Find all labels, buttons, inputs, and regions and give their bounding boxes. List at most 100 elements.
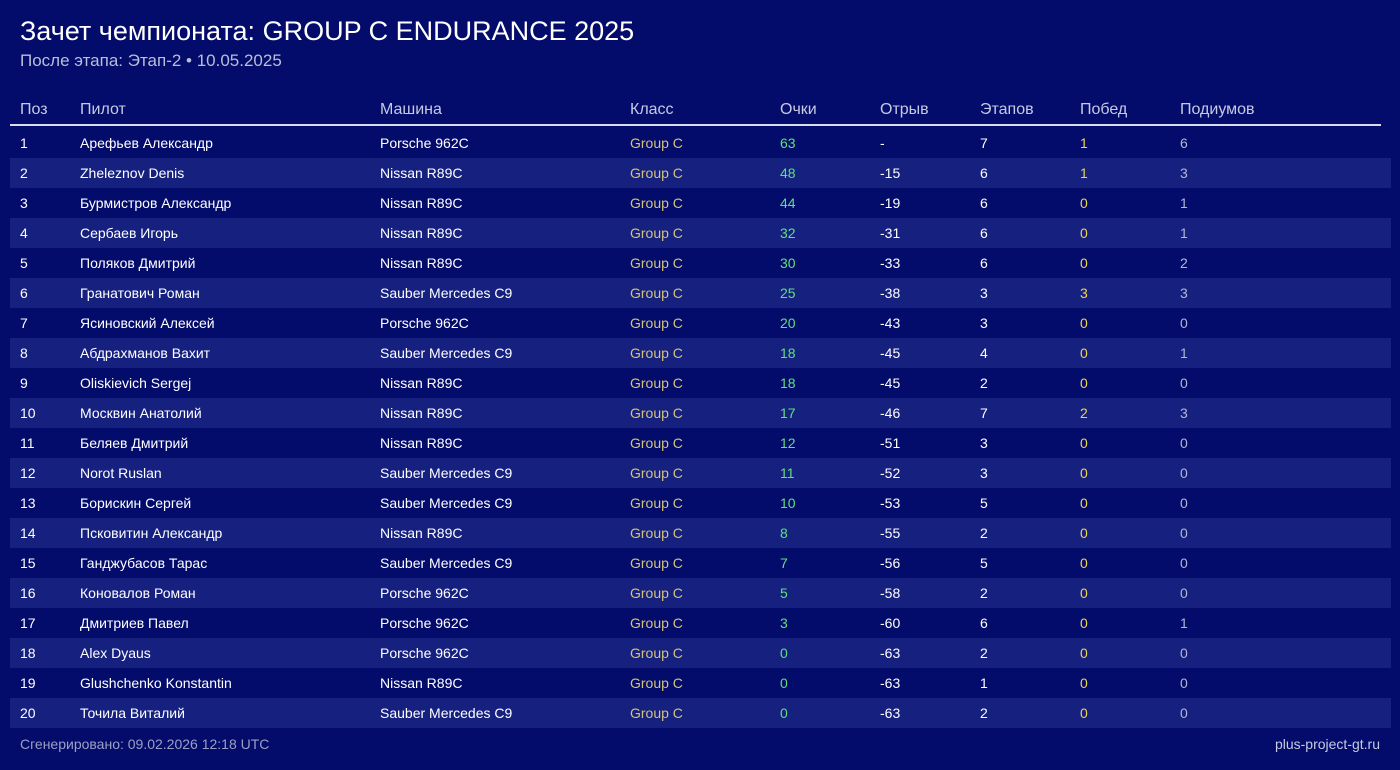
cell-stages: 2: [980, 525, 988, 541]
cell-car: Porsche 962C: [380, 135, 469, 151]
page-subtitle: После этапа: Этап-2 • 10.05.2025: [20, 51, 282, 70]
cell-pos: 16: [20, 585, 36, 601]
cell-car: Porsche 962C: [380, 585, 469, 601]
cell-podiums: 3: [1180, 285, 1188, 301]
cell-podiums: 0: [1180, 315, 1188, 331]
cell-car: Sauber Mercedes C9: [380, 495, 513, 511]
cell-wins: 0: [1080, 555, 1088, 571]
cell-points: 0: [780, 675, 788, 691]
cell-class: Group C: [630, 465, 683, 481]
table-row: 6 Гранатович Роман Sauber Mercedes C9 Group…: [10, 278, 1391, 308]
cell-pos: 8: [20, 345, 28, 361]
cell-class: Group C: [630, 375, 683, 391]
cell-gap: -45: [880, 345, 901, 361]
cell-stages: 3: [980, 435, 988, 451]
cell-stages: 5: [980, 555, 988, 571]
standings-table-body: 1 Арефьев Александр Porsche 962C Group C 63-…: [10, 128, 1391, 728]
cell-stages: 4: [980, 345, 988, 361]
cell-car: Nissan R89C: [380, 255, 463, 271]
cell-wins: 0: [1080, 585, 1088, 601]
cell-wins: 0: [1080, 375, 1088, 391]
table-row: 1 Арефьев Александр Porsche 962C Group C 63 -…: [10, 128, 1391, 158]
cell-car: Nissan R89C: [380, 165, 463, 181]
cell-pos: 11: [20, 435, 35, 451]
cell-podiums: 0: [1180, 645, 1188, 661]
standings-table-header: Поз Пилот Машина Класс Очки Отрыв Этапов…: [10, 96, 1381, 126]
cell-stages: 6: [980, 225, 988, 241]
cell-points: 48: [780, 165, 796, 181]
cell-class: Group C: [630, 675, 683, 691]
cell-pos: 20: [20, 705, 36, 721]
column-header-podiums: Подиумов: [1180, 101, 1255, 118]
table-row: 12 Norot Ruslan Sauber Mercedes C9 Group C 1…: [10, 458, 1391, 488]
column-header-driver: Пилот: [80, 101, 126, 118]
cell-gap: -43: [880, 315, 901, 331]
cell-class: Group C: [630, 645, 683, 661]
cell-podiums: 0: [1180, 495, 1188, 511]
cell-wins: 0: [1080, 195, 1088, 211]
cell-stages: 7: [980, 135, 988, 151]
cell-podiums: 0: [1180, 675, 1188, 691]
cell-wins: 0: [1080, 315, 1088, 331]
cell-stages: 5: [980, 495, 988, 511]
cell-points: 10: [780, 495, 796, 511]
table-row: 8 Абдрахманов Вахит Sauber Mercedes C9 Grou…: [10, 338, 1391, 368]
cell-class: Group C: [630, 495, 683, 511]
cell-stages: 6: [980, 195, 988, 211]
cell-stages: 3: [980, 315, 988, 331]
cell-stages: 3: [980, 465, 988, 481]
cell-wins: 1: [1080, 135, 1088, 151]
cell-gap: -63: [880, 645, 901, 661]
column-header-pos: Поз: [20, 101, 48, 118]
cell-wins: 2: [1080, 405, 1088, 421]
cell-pos: 19: [20, 675, 36, 691]
column-header-car: Машина: [380, 101, 442, 118]
cell-driver: Ганджубасов Тарас: [80, 555, 208, 571]
cell-wins: 0: [1080, 435, 1088, 451]
cell-stages: 6: [980, 615, 988, 631]
cell-gap: -63: [880, 705, 901, 721]
cell-pos: 1: [20, 135, 28, 151]
cell-class: Group C: [630, 165, 683, 181]
cell-stages: 7: [980, 405, 988, 421]
cell-pos: 6: [20, 285, 28, 301]
cell-points: 20: [780, 315, 796, 331]
cell-podiums: 0: [1180, 705, 1188, 721]
table-row: 16 Коновалов Роман Porsche 962C Group C 5 -58…: [10, 578, 1391, 608]
table-row: 2 Zheleznov Denis Nissan R89C Group C 48 -15 6…: [10, 158, 1391, 188]
cell-car: Sauber Mercedes C9: [380, 465, 513, 481]
cell-car: Nissan R89C: [380, 405, 463, 421]
cell-driver: Москвин Анатолий: [80, 405, 202, 421]
cell-class: Group C: [630, 225, 683, 241]
cell-points: 8: [780, 525, 788, 541]
cell-class: Group C: [630, 525, 683, 541]
cell-points: 18: [780, 375, 796, 391]
cell-car: Nissan R89C: [380, 375, 463, 391]
cell-wins: 0: [1080, 225, 1088, 241]
cell-car: Nissan R89C: [380, 525, 463, 541]
cell-points: 0: [780, 705, 788, 721]
table-row: 10 Москвин Анатолий Nissan R89C Group C 17 -4…: [10, 398, 1391, 428]
cell-driver: Ясиновский Алексей: [80, 315, 215, 331]
cell-points: 25: [780, 285, 796, 301]
cell-wins: 3: [1080, 285, 1088, 301]
cell-stages: 2: [980, 585, 988, 601]
site-link[interactable]: plus-project-gt.ru: [1274, 736, 1380, 752]
table-row: 3 Бурмистров Александр Nissan R89C Group C 4…: [10, 188, 1391, 218]
cell-podiums: 0: [1180, 435, 1188, 451]
cell-stages: 3: [980, 285, 988, 301]
cell-podiums: 3: [1180, 165, 1188, 181]
cell-pos: 17: [20, 615, 36, 631]
cell-wins: 0: [1080, 255, 1088, 271]
cell-gap: -46: [880, 405, 901, 421]
cell-wins: 0: [1080, 675, 1088, 691]
cell-gap: -: [880, 135, 885, 151]
cell-podiums: 3: [1180, 405, 1188, 421]
cell-driver: Гранатович Роман: [80, 285, 200, 301]
cell-stages: 1: [980, 675, 988, 691]
cell-points: 44: [780, 195, 796, 211]
cell-pos: 18: [20, 645, 36, 661]
cell-wins: 0: [1080, 495, 1088, 511]
column-header-stages: Этапов: [980, 101, 1034, 118]
cell-points: 7: [780, 555, 788, 571]
